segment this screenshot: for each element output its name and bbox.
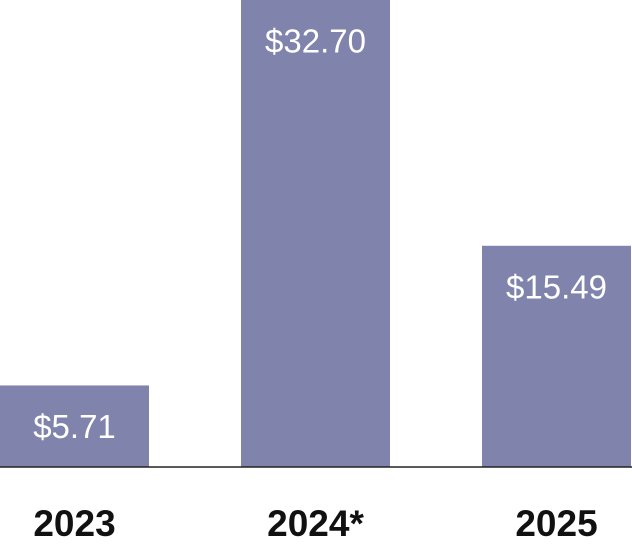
bar (0, 385, 149, 467)
x-tick-label: 2024* (267, 503, 364, 544)
bar (241, 0, 390, 467)
value-label: $15.49 (506, 269, 607, 306)
x-tick-label: 2023 (33, 503, 115, 544)
x-tick-label: 2025 (515, 503, 597, 544)
value-label: $5.71 (33, 408, 116, 445)
value-label: $32.70 (265, 23, 366, 60)
bar (482, 245, 631, 467)
